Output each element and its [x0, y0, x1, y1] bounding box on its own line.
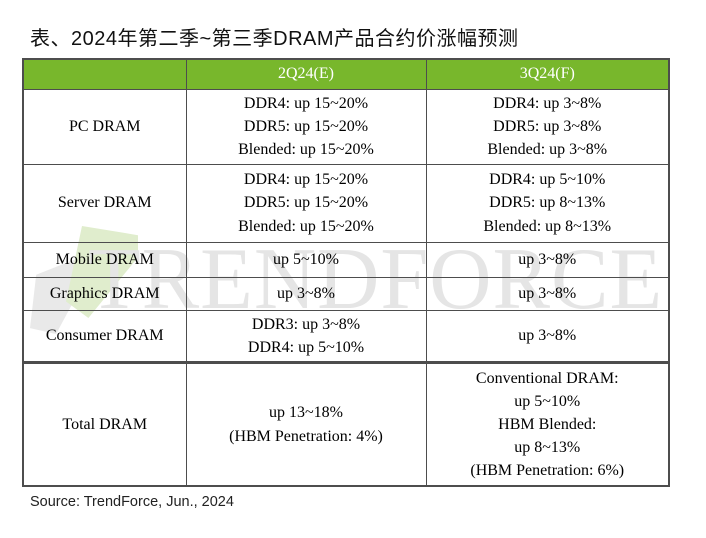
pc-dram-2q24-cell: DDR4: up 15~20% DDR5: up 15~20% Blended:…: [185, 88, 427, 165]
graphics-dram-2q24-cell: up 3~8%: [185, 276, 427, 311]
cell-line: DDR4: up 3~8%: [493, 94, 602, 112]
table-row-graphics-dram: Graphics DRAM up 3~8% up 3~8%: [22, 276, 670, 311]
server-dram-2q24-cell: DDR4: up 15~20% DDR5: up 15~20% Blended:…: [185, 163, 427, 243]
header-3q24-cell: 3Q24(F): [425, 58, 670, 90]
cell-line: up 5~10%: [273, 250, 339, 268]
row-label: Graphics DRAM: [22, 276, 187, 311]
dram-price-forecast-table: 2Q24(E) 3Q24(F) PC DRAM DDR4: up 15~20% …: [22, 58, 670, 488]
mobile-dram-3q24-cell: up 3~8%: [425, 241, 670, 278]
table-row-consumer-dram: Consumer DRAM DDR3: up 3~8% DDR4: up 5~1…: [22, 309, 670, 363]
cell-line: up 3~8%: [518, 250, 577, 268]
page-title: 表、2024年第二季~第三季DRAM产品合约价涨幅预测: [30, 28, 519, 50]
graphics-dram-3q24-cell: up 3~8%: [425, 276, 670, 311]
consumer-dram-2q24-cell: DDR3: up 3~8% DDR4: up 5~10%: [185, 309, 427, 363]
cell-line: DDR5: up 3~8%: [493, 117, 602, 135]
cell-line: up 5~10%: [514, 392, 581, 410]
cell-line: DDR4: up 5~10%: [489, 171, 606, 189]
cell-line: (HBM Penetration: 4%): [229, 427, 383, 445]
pc-dram-3q24-cell: DDR4: up 3~8% DDR5: up 3~8% Blended: up …: [425, 88, 670, 165]
cell-line: Blended: up 8~13%: [483, 217, 612, 235]
cell-line: Conventional DRAM:: [475, 369, 619, 387]
cell-line: DDR4: up 15~20%: [243, 94, 369, 112]
table-row-pc-dram: PC DRAM DDR4: up 15~20% DDR5: up 15~20% …: [22, 88, 670, 165]
total-dram-3q24-cell: Conventional DRAM: up 5~10% HBM Blended:…: [425, 360, 670, 487]
cell-line: up 13~18%: [269, 404, 343, 422]
mobile-dram-2q24-cell: up 5~10%: [185, 241, 427, 278]
table-header-row: 2Q24(E) 3Q24(F): [22, 58, 670, 90]
cell-line: DDR4: up 15~20%: [243, 171, 369, 189]
cell-line: up 3~8%: [518, 284, 577, 302]
row-label: PC DRAM: [22, 88, 187, 165]
cell-line: DDR4: up 5~10%: [247, 338, 365, 356]
source-note: Source: TrendForce, Jun., 2024: [30, 494, 234, 510]
cell-line: up 3~8%: [518, 327, 577, 345]
cell-line: Blended: up 15~20%: [238, 217, 374, 235]
cell-line: (HBM Penetration: 6%): [470, 462, 625, 480]
row-label: Total DRAM: [22, 360, 187, 487]
row-label: Consumer DRAM: [22, 309, 187, 363]
header-category-cell: [22, 58, 187, 90]
cell-line: HBM Blended:: [498, 416, 597, 434]
consumer-dram-3q24-cell: up 3~8%: [425, 309, 670, 363]
table-row-server-dram: Server DRAM DDR4: up 15~20% DDR5: up 15~…: [22, 163, 670, 243]
table-row-total-dram: Total DRAM up 13~18% (HBM Penetration: 4…: [22, 360, 670, 487]
cell-line: Blended: up 15~20%: [238, 141, 374, 159]
row-label: Server DRAM: [22, 163, 187, 243]
cell-line: DDR3: up 3~8%: [251, 315, 361, 333]
cell-line: DDR5: up 15~20%: [243, 117, 369, 135]
server-dram-3q24-cell: DDR4: up 5~10% DDR5: up 8~13% Blended: u…: [425, 163, 670, 243]
header-2q24-cell: 2Q24(E): [185, 58, 427, 90]
cell-line: up 3~8%: [277, 284, 335, 302]
table-row-mobile-dram: Mobile DRAM up 5~10% up 3~8%: [22, 241, 670, 278]
cell-line: DDR5: up 8~13%: [489, 194, 606, 212]
cell-line: up 8~13%: [514, 439, 581, 457]
total-dram-2q24-cell: up 13~18% (HBM Penetration: 4%): [185, 360, 427, 487]
cell-line: Blended: up 3~8%: [487, 141, 608, 159]
row-label: Mobile DRAM: [22, 241, 187, 278]
cell-line: DDR5: up 15~20%: [243, 194, 369, 212]
